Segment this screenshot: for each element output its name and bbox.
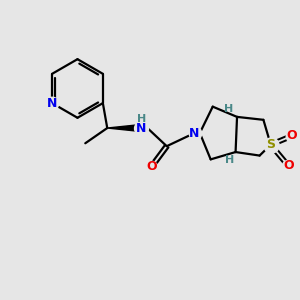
Text: H: H <box>137 114 146 124</box>
Text: O: O <box>146 160 157 173</box>
Text: N: N <box>136 122 146 134</box>
Text: O: O <box>286 129 297 142</box>
Text: O: O <box>283 159 294 172</box>
Text: S: S <box>266 138 275 151</box>
Text: H: H <box>224 155 234 165</box>
Text: N: N <box>47 97 57 110</box>
Text: H: H <box>224 104 233 114</box>
Polygon shape <box>107 124 141 131</box>
Text: N: N <box>189 127 200 140</box>
